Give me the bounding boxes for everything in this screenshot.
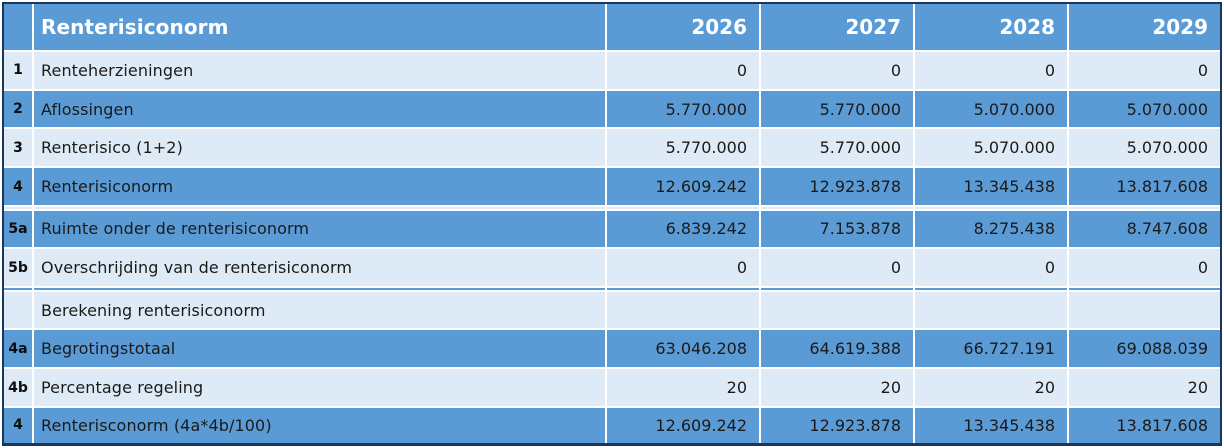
- year-header-2: 2027: [761, 4, 915, 52]
- row-number-cell: 4: [4, 168, 34, 207]
- table-row: 5b Overschrijding van de renterisiconorm 0…: [4, 249, 1220, 289]
- value-cell: 0: [607, 249, 761, 289]
- value-cell: 66.727.191: [915, 330, 1069, 370]
- value-cell: [607, 291, 761, 331]
- value-cell: 20: [1069, 369, 1220, 408]
- value-cell: [761, 206, 915, 211]
- row-number-cell: 5b: [4, 249, 34, 289]
- row-number-cell: 4: [4, 407, 34, 443]
- value-cell: 20: [915, 369, 1069, 408]
- header-row: Renterisiconorm 2026 2027 2028 2029: [4, 4, 1220, 52]
- value-cell: [1069, 288, 1220, 292]
- row-label-cell: Berekening renterisiconorm: [34, 291, 607, 331]
- value-cell: 0: [1069, 249, 1220, 289]
- row-number-cell: 4b: [4, 369, 34, 408]
- value-cell: 8.275.438: [915, 210, 1069, 250]
- value-cell: 0: [915, 51, 1069, 91]
- value-cell: [607, 206, 761, 211]
- row-number-cell: 1: [4, 51, 34, 91]
- spacer-row: [4, 288, 1220, 292]
- row-number-cell: 4a: [4, 330, 34, 370]
- table-row: 2 Aflossingen 5.770.000 5.770.000 5.070.000 5…: [4, 90, 1220, 130]
- row-number-cell: [4, 291, 34, 331]
- row-label-cell: Renteherzieningen: [34, 51, 607, 91]
- row-number-cell: 2: [4, 90, 34, 130]
- value-cell: 13.817.608: [1069, 407, 1220, 443]
- row-number-cell: 3: [4, 129, 34, 169]
- year-header-3: 2028: [915, 4, 1069, 52]
- spacer-row: [4, 206, 1220, 211]
- value-cell: 13.817.608: [1069, 168, 1220, 207]
- value-cell: [607, 288, 761, 292]
- value-cell: 69.088.039: [1069, 330, 1220, 370]
- value-cell: 6.839.242: [607, 210, 761, 250]
- value-cell: 12.923.878: [761, 407, 915, 443]
- value-cell: 0: [915, 249, 1069, 289]
- table-row: 5a Ruimte onder de renterisiconorm 6.839.2…: [4, 210, 1220, 250]
- table-body: Renterisiconorm 2026 2027 2028 2029 1 Renteher…: [4, 4, 1220, 443]
- table-row: Berekening renterisiconorm: [4, 291, 1220, 331]
- value-cell: [761, 291, 915, 331]
- row-label-cell: [34, 288, 607, 292]
- value-cell: [915, 288, 1069, 292]
- row-number-cell: 5a: [4, 210, 34, 250]
- table-row: 4 Renterisconorm (4a*4b/100) 12.609.242 12.…: [4, 407, 1220, 443]
- value-cell: 5.770.000: [761, 90, 915, 130]
- value-cell: 0: [761, 51, 915, 91]
- value-cell: 12.609.242: [607, 407, 761, 443]
- value-cell: 0: [761, 249, 915, 289]
- row-number-cell: [4, 288, 34, 292]
- row-label-cell: Aflossingen: [34, 90, 607, 130]
- row-label-cell: Ruimte onder de renterisiconorm: [34, 210, 607, 250]
- row-label-cell: Percentage regeling: [34, 369, 607, 408]
- value-cell: 5.770.000: [607, 90, 761, 130]
- value-cell: 5.070.000: [1069, 90, 1220, 130]
- value-cell: 5.070.000: [915, 90, 1069, 130]
- row-label-cell: Begrotingstotaal: [34, 330, 607, 370]
- value-cell: 20: [761, 369, 915, 408]
- value-cell: 64.619.388: [761, 330, 915, 370]
- value-cell: 13.345.438: [915, 407, 1069, 443]
- year-header-4: 2029: [1069, 4, 1220, 52]
- value-cell: [915, 206, 1069, 211]
- row-number-cell: [4, 206, 34, 211]
- table-row: 1 Renteherzieningen 0 0 0 0: [4, 51, 1220, 91]
- value-cell: 7.153.878: [761, 210, 915, 250]
- year-header-1: 2026: [607, 4, 761, 52]
- corner-cell: [4, 4, 34, 52]
- value-cell: 5.070.000: [1069, 129, 1220, 169]
- value-cell: 0: [607, 51, 761, 91]
- table-title: Renterisiconorm: [34, 4, 607, 52]
- row-label-cell: [34, 206, 607, 211]
- value-cell: [1069, 206, 1220, 211]
- value-cell: 12.609.242: [607, 168, 761, 207]
- value-cell: 0: [1069, 51, 1220, 91]
- value-cell: 5.070.000: [915, 129, 1069, 169]
- row-label-cell: Renterisiconorm: [34, 168, 607, 207]
- table-row: 4 Renterisiconorm 12.609.242 12.923.878 13.3…: [4, 168, 1220, 207]
- value-cell: 5.770.000: [761, 129, 915, 169]
- value-cell: 8.747.608: [1069, 210, 1220, 250]
- table-row: 3 Renterisico (1+2) 5.770.000 5.770.000 5.07…: [4, 129, 1220, 169]
- value-cell: 5.770.000: [607, 129, 761, 169]
- row-label-cell: Renterisico (1+2): [34, 129, 607, 169]
- value-cell: [915, 291, 1069, 331]
- value-cell: 63.046.208: [607, 330, 761, 370]
- value-cell: 13.345.438: [915, 168, 1069, 207]
- row-label-cell: Renterisconorm (4a*4b/100): [34, 407, 607, 443]
- value-cell: 12.923.878: [761, 168, 915, 207]
- table-row: 4a Begrotingstotaal 63.046.208 64.619.388 66…: [4, 330, 1220, 370]
- value-cell: 20: [607, 369, 761, 408]
- value-cell: [761, 288, 915, 292]
- table-row: 4b Percentage regeling 20 20 20 20: [4, 369, 1220, 408]
- value-cell: [1069, 291, 1220, 331]
- row-label-cell: Overschrijding van de renterisiconorm: [34, 249, 607, 289]
